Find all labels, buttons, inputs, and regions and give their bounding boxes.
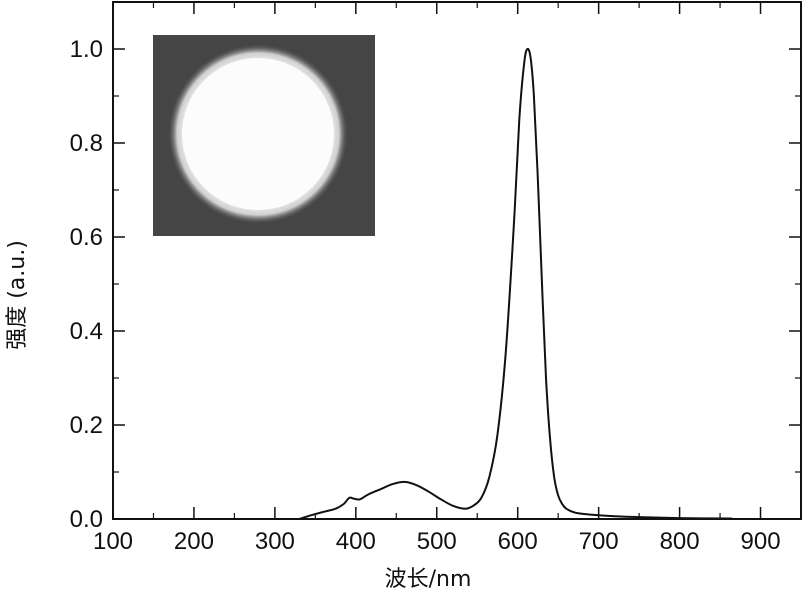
- x-tick-label: 100: [93, 528, 133, 555]
- y-tick-label: 0.0: [70, 506, 103, 533]
- tick-labels: 100 200 300 400 500 600 700 800 900 0.0 0.2 0.4 0.6 0…: [70, 36, 781, 555]
- spectrum-line: [298, 47, 733, 520]
- x-tick-label: 200: [174, 528, 214, 555]
- y-tick-label: 0.4: [70, 318, 103, 345]
- plot-area: [112, 1, 802, 520]
- x-tick-label: 900: [741, 528, 781, 555]
- x-tick-label: 300: [255, 528, 295, 555]
- plot-frame: [112, 1, 802, 520]
- y-tick-label: 0.8: [70, 130, 103, 157]
- inset-photo: [153, 35, 375, 236]
- x-tick-label: 800: [660, 528, 700, 555]
- y-tick-label: 0.2: [70, 412, 103, 439]
- x-tick-label: 600: [498, 528, 538, 555]
- disc-core: [182, 58, 334, 210]
- y-tick-label: 0.6: [70, 224, 103, 251]
- y-tick-label: 1.0: [70, 36, 103, 63]
- axis-ticks: [113, 2, 801, 519]
- x-axis-label: 波长/nm: [385, 567, 472, 591]
- x-tick-label: 700: [579, 528, 619, 555]
- y-axis-label: 强度 (a.u.): [5, 240, 30, 350]
- x-tick-label: 500: [417, 528, 457, 555]
- x-tick-label: 400: [336, 528, 376, 555]
